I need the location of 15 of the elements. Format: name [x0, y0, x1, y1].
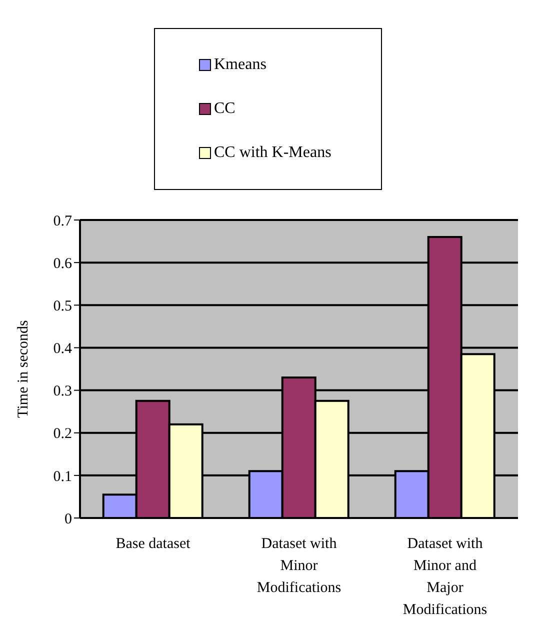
- x-tick-label: Base dataset: [116, 536, 192, 552]
- y-tick-label: 0.3: [53, 384, 72, 400]
- y-tick-label: 0.6: [53, 256, 72, 272]
- legend-label: Kmeans: [214, 56, 266, 74]
- x-tick-label: Dataset with Minor and Major Modifications: [402, 536, 488, 618]
- legend-label: CC with K-Means: [214, 144, 332, 162]
- y-tick-label: 0.4: [53, 341, 72, 358]
- y-tick-label: 0: [64, 511, 72, 528]
- y-tick-label: 0.7: [53, 213, 72, 230]
- y-tick-label: 0.5: [53, 298, 72, 314]
- y-tick-label: 0.2: [53, 426, 72, 442]
- y-tick-label: 0.1: [53, 468, 72, 485]
- legend-label: CC: [214, 100, 236, 118]
- x-tick-label: Dataset with Minor Modifications: [256, 536, 342, 596]
- y-axis-title: Time in seconds: [15, 320, 32, 418]
